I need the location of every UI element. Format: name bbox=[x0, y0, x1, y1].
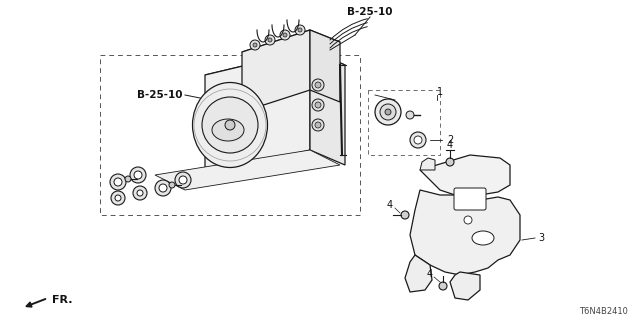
Circle shape bbox=[250, 40, 260, 50]
Circle shape bbox=[312, 99, 324, 111]
Circle shape bbox=[401, 211, 409, 219]
Circle shape bbox=[298, 28, 302, 32]
Circle shape bbox=[439, 282, 447, 290]
Polygon shape bbox=[310, 30, 340, 102]
Circle shape bbox=[385, 109, 391, 115]
Polygon shape bbox=[450, 272, 480, 300]
Polygon shape bbox=[310, 50, 345, 165]
Circle shape bbox=[159, 184, 167, 192]
Circle shape bbox=[134, 171, 142, 179]
Circle shape bbox=[265, 35, 275, 45]
Circle shape bbox=[406, 111, 414, 119]
Ellipse shape bbox=[472, 231, 494, 245]
Polygon shape bbox=[420, 155, 510, 198]
FancyBboxPatch shape bbox=[454, 188, 486, 210]
Polygon shape bbox=[405, 255, 432, 292]
Circle shape bbox=[115, 195, 121, 201]
Text: 1: 1 bbox=[437, 87, 443, 97]
Circle shape bbox=[414, 136, 422, 144]
Circle shape bbox=[155, 180, 171, 196]
Text: 4: 4 bbox=[427, 269, 433, 279]
Circle shape bbox=[446, 158, 454, 166]
Text: 2: 2 bbox=[447, 135, 453, 145]
Circle shape bbox=[375, 99, 401, 125]
Circle shape bbox=[295, 25, 305, 35]
Text: 4: 4 bbox=[447, 140, 453, 150]
Circle shape bbox=[110, 174, 126, 190]
Circle shape bbox=[125, 176, 131, 182]
Polygon shape bbox=[155, 150, 340, 190]
Circle shape bbox=[268, 38, 272, 42]
Polygon shape bbox=[205, 50, 310, 175]
Polygon shape bbox=[242, 30, 310, 112]
Text: B-25-10: B-25-10 bbox=[348, 7, 393, 17]
Ellipse shape bbox=[212, 119, 244, 141]
Circle shape bbox=[410, 132, 426, 148]
Circle shape bbox=[464, 216, 472, 224]
Circle shape bbox=[179, 176, 187, 184]
Circle shape bbox=[253, 43, 257, 47]
Text: 3: 3 bbox=[538, 233, 544, 243]
Circle shape bbox=[175, 172, 191, 188]
Circle shape bbox=[130, 167, 146, 183]
Circle shape bbox=[315, 122, 321, 128]
Circle shape bbox=[225, 120, 235, 130]
Ellipse shape bbox=[193, 83, 268, 167]
Circle shape bbox=[283, 33, 287, 37]
Circle shape bbox=[133, 186, 147, 200]
Polygon shape bbox=[205, 50, 345, 90]
Circle shape bbox=[169, 182, 175, 188]
Circle shape bbox=[202, 97, 258, 153]
Text: B-25-10: B-25-10 bbox=[137, 90, 183, 100]
Circle shape bbox=[280, 30, 290, 40]
Text: 4: 4 bbox=[387, 200, 393, 210]
Circle shape bbox=[312, 79, 324, 91]
Circle shape bbox=[315, 102, 321, 108]
Text: FR.: FR. bbox=[52, 295, 72, 305]
Circle shape bbox=[312, 119, 324, 131]
Circle shape bbox=[380, 104, 396, 120]
Circle shape bbox=[137, 190, 143, 196]
Circle shape bbox=[111, 191, 125, 205]
Polygon shape bbox=[410, 190, 520, 275]
Circle shape bbox=[114, 178, 122, 186]
Circle shape bbox=[315, 82, 321, 88]
Text: T6N4B2410: T6N4B2410 bbox=[579, 308, 628, 316]
Polygon shape bbox=[420, 158, 435, 170]
Polygon shape bbox=[242, 30, 340, 64]
